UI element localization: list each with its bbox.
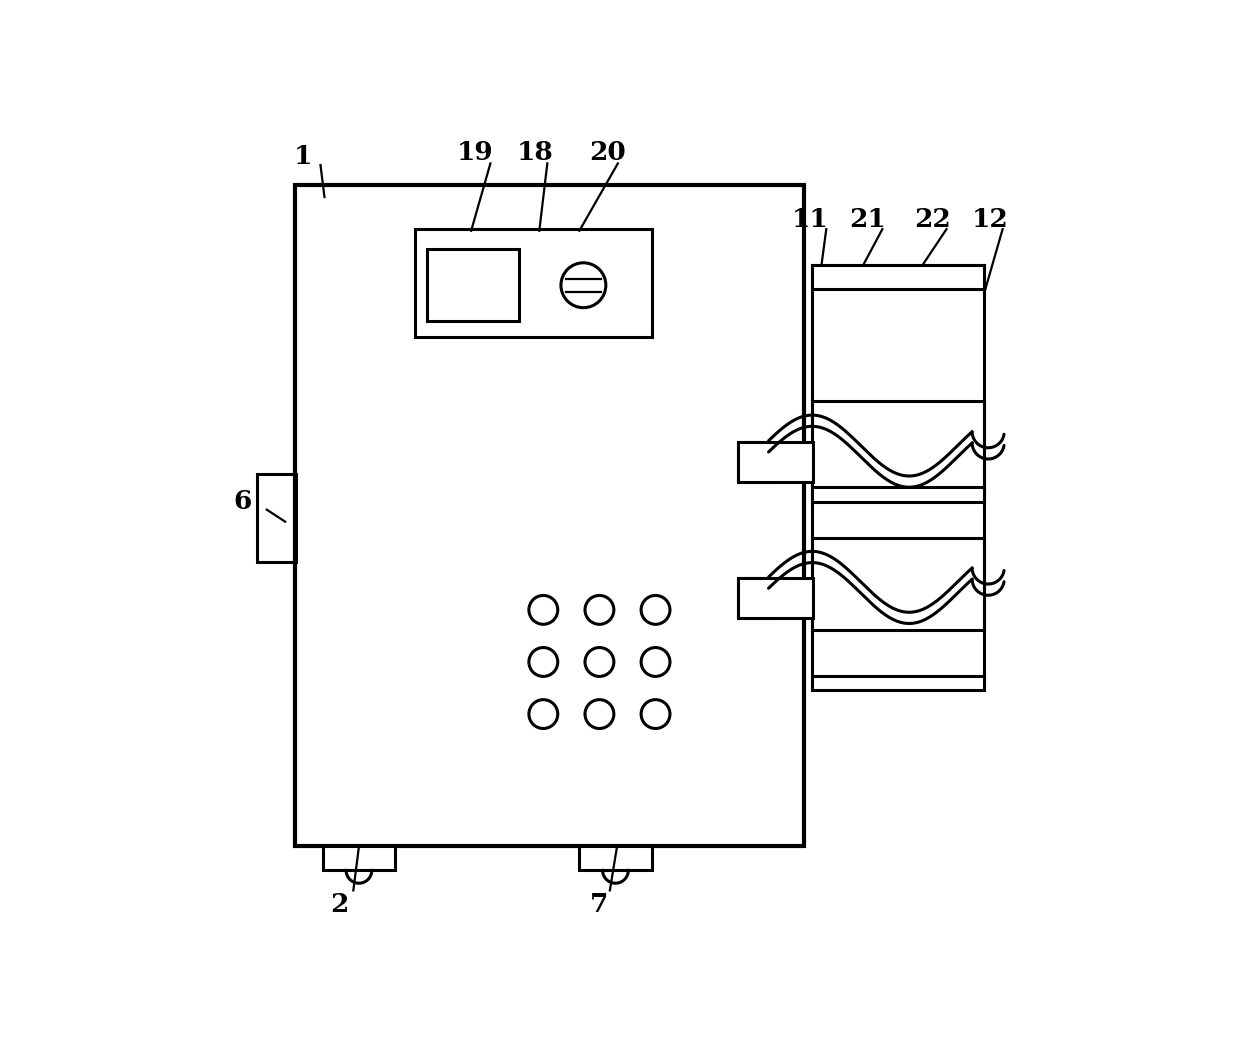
Text: 1: 1 <box>294 145 312 170</box>
Text: 18: 18 <box>517 141 554 166</box>
Bar <box>738 441 813 482</box>
Text: 11: 11 <box>792 207 828 232</box>
Bar <box>322 846 396 870</box>
Text: 22: 22 <box>914 207 950 232</box>
Text: 6: 6 <box>233 489 252 514</box>
Bar <box>812 676 985 690</box>
Text: 19: 19 <box>456 141 494 166</box>
Text: 12: 12 <box>972 207 1009 232</box>
Bar <box>427 249 520 322</box>
Bar <box>738 441 769 482</box>
Bar <box>579 846 651 870</box>
Text: 2: 2 <box>330 891 348 916</box>
Bar <box>738 578 813 618</box>
Text: 21: 21 <box>849 207 887 232</box>
Text: 7: 7 <box>590 891 609 916</box>
Bar <box>295 185 804 846</box>
Bar <box>812 538 985 630</box>
Bar <box>812 265 985 289</box>
Bar <box>812 265 985 682</box>
Bar <box>257 474 295 562</box>
Bar <box>812 487 985 502</box>
Bar <box>415 229 651 337</box>
Bar <box>812 402 985 493</box>
Text: 20: 20 <box>589 141 626 166</box>
Bar <box>738 578 769 618</box>
